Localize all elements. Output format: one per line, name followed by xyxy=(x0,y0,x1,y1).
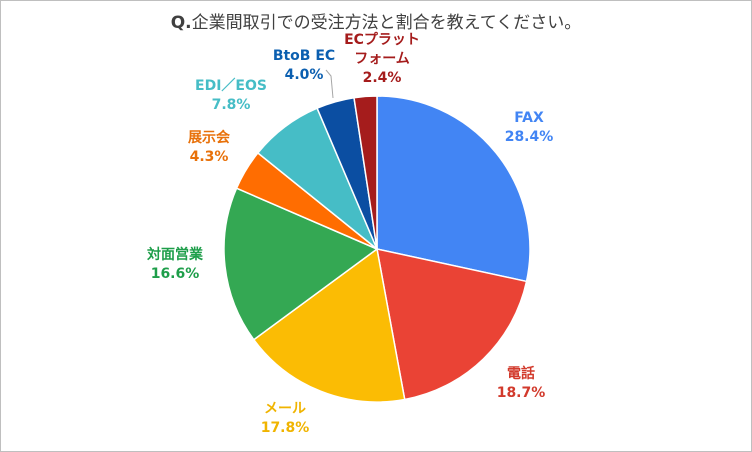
pie-slice-2 xyxy=(252,247,406,403)
slice-name-label-1: 電話 xyxy=(507,365,535,382)
slice-name-label-0: FAX xyxy=(514,110,544,126)
slice-value-label-1: 18.7% xyxy=(497,385,546,401)
leader-line-btob-ec xyxy=(325,69,334,99)
slice-name-label-6: BtoB EC xyxy=(273,48,335,64)
slice-value-label-7: 2.4% xyxy=(363,70,402,86)
slice-name-label-5: EDI／EOS xyxy=(195,78,267,94)
slice-value-label-2: 17.8% xyxy=(261,420,310,436)
slice-name-label-4: 展示会 xyxy=(188,129,231,146)
chart-title-text: 企業間取引での受注方法と割合を教えてください。 xyxy=(191,13,582,33)
slice-name-label-7: ECプラット xyxy=(344,32,420,48)
pie-slice-3 xyxy=(223,187,379,341)
pie-slices xyxy=(223,95,531,403)
slice-value-label-3: 16.6% xyxy=(151,266,200,282)
chart-title-prefix: Q. xyxy=(170,13,192,33)
slice-value-label-4: 4.3% xyxy=(190,149,229,165)
slice-name-label-7: フォーム xyxy=(354,51,410,67)
slice-labels: FAX 28.4% 電話 18.7% メール 17.8% 対面営業 16.6% 展示会 4.3% E… xyxy=(146,32,553,436)
slice-name-label-2: メール xyxy=(264,401,306,417)
pie-slice-0 xyxy=(376,95,531,283)
chart-title: Q.企業間取引での受注方法と割合を教えてください。 xyxy=(0,8,752,33)
pie-slice-7 xyxy=(353,95,378,250)
slice-value-label-5: 7.8% xyxy=(212,97,251,113)
slice-value-label-0: 28.4% xyxy=(505,129,554,145)
slice-name-label-3: 対面営業 xyxy=(146,246,204,263)
slice-value-label-6: 4.0% xyxy=(285,67,324,83)
leader-lines xyxy=(325,69,334,99)
pie-slice-1 xyxy=(376,248,528,401)
